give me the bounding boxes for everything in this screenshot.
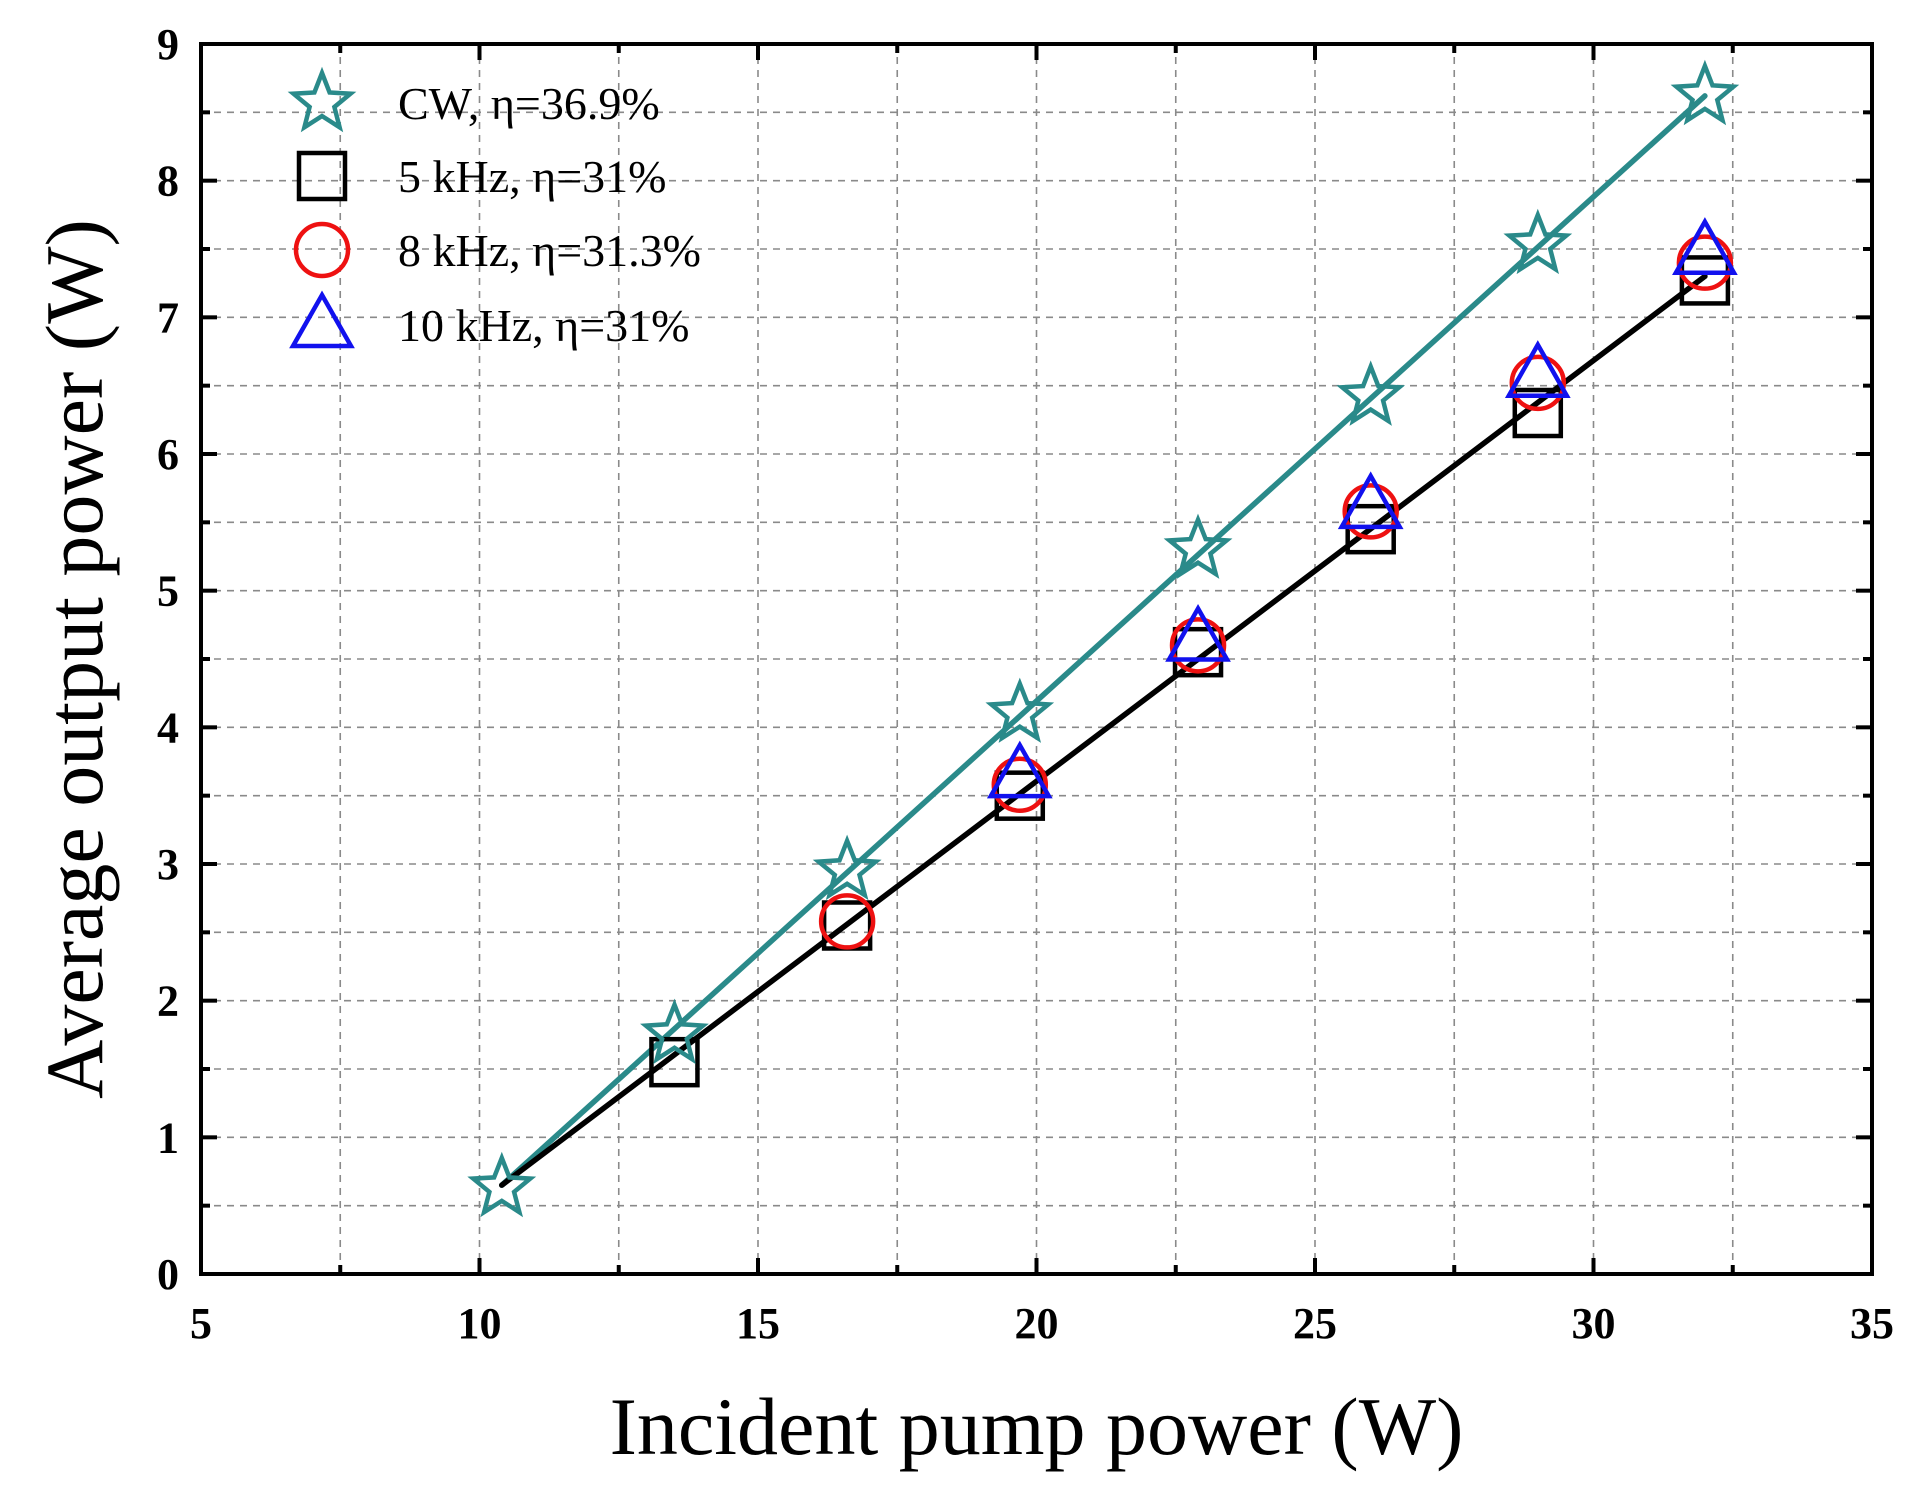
data-point-triangle (1337, 471, 1404, 530)
data-markers (467, 59, 1740, 1218)
data-point-circle (1169, 617, 1227, 674)
y-tick-label: 8 (157, 157, 179, 206)
data-point-star (1336, 360, 1406, 426)
data-point-triangle (1165, 603, 1231, 662)
data-point-star (812, 834, 882, 901)
legend-marker-triangle (289, 290, 355, 349)
legend: CW, η=36.9% 5 kHz, η=31% 8 kHz, η=31.3% 10 … (287, 66, 701, 351)
y-tick-label: 5 (157, 567, 179, 616)
data-point-square (1679, 255, 1731, 306)
data-point-square (649, 1036, 700, 1088)
data-point-circle (1342, 483, 1399, 540)
y-tick-label: 6 (157, 430, 179, 479)
y-tick-label: 4 (157, 703, 179, 752)
y-tick-label: 9 (157, 20, 179, 69)
data-point-circle (1676, 234, 1734, 291)
x-tick-label: 5 (190, 1299, 212, 1348)
tick-labels: 5 10 15 20 25 30 35 0 1 2 3 4 5 6 7 8 9 (157, 20, 1894, 1348)
legend-label: 10 kHz, η=31% (398, 300, 689, 351)
x-tick-label: 30 (1572, 1299, 1616, 1348)
x-axis-title: Incident pump power (W) (610, 1381, 1464, 1472)
legend-marker-star (287, 66, 357, 133)
data-point-triangle (1504, 340, 1571, 398)
data-point-star (467, 1151, 537, 1218)
y-tick-label: 7 (157, 293, 179, 342)
data-point-star (1503, 208, 1573, 275)
fit-line-square (499, 273, 1708, 1188)
data-point-star (1670, 59, 1740, 126)
data-point-star (985, 677, 1055, 743)
data-point-triangle (1672, 217, 1738, 275)
y-tick-label: 2 (157, 977, 179, 1026)
legend-label: CW, η=36.9% (398, 78, 660, 129)
data-point-circle (1509, 354, 1567, 412)
data-point-circle (991, 756, 1049, 813)
y-tick-label: 3 (157, 840, 179, 889)
y-tick-label: 1 (157, 1113, 179, 1162)
legend-label: 8 kHz, η=31.3% (398, 225, 701, 276)
x-tick-label: 25 (1293, 1299, 1337, 1348)
x-tick-label: 35 (1850, 1299, 1894, 1348)
fit-line-star (499, 93, 1708, 1188)
fit-lines (499, 93, 1708, 1188)
x-tick-label: 15 (736, 1299, 780, 1348)
data-point-star (1163, 513, 1233, 579)
x-tick-label: 20 (1015, 1299, 1059, 1348)
legend-marker-circle (293, 221, 351, 279)
x-tick-label: 10 (458, 1299, 502, 1348)
y-tick-label: 0 (157, 1250, 179, 1299)
axis-ticks (199, 42, 1874, 1276)
data-point-star (640, 998, 709, 1065)
data-point-square (1512, 387, 1564, 439)
y-axis-title: Average output power (W) (29, 219, 120, 1099)
legend-label: 5 kHz, η=31% (398, 151, 666, 202)
data-point-triangle (986, 740, 1053, 799)
legend-marker-square (296, 150, 348, 202)
data-point-circle (818, 893, 876, 950)
